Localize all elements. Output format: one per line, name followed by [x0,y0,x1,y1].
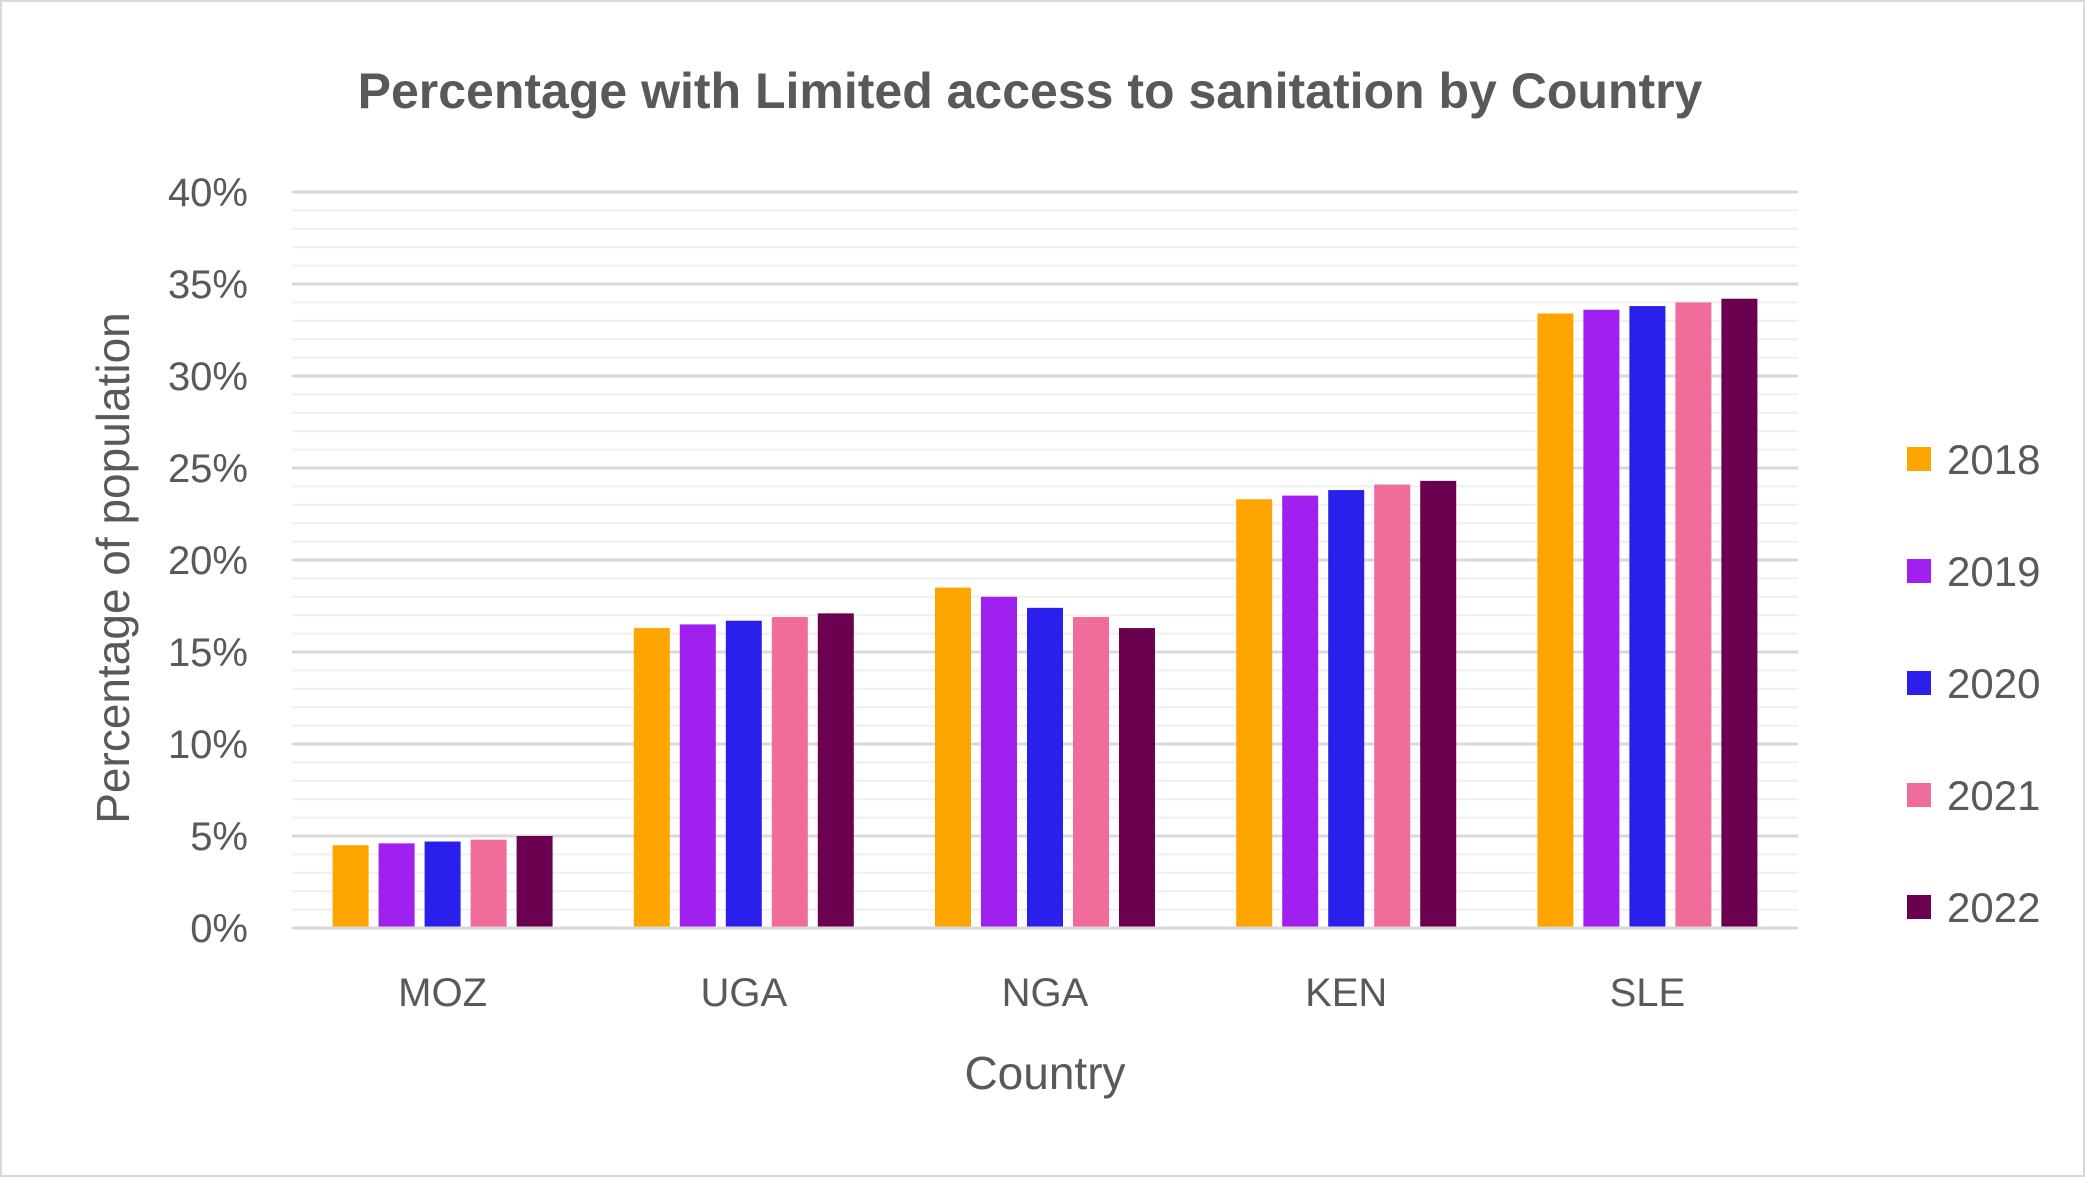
bar-ken-2020 [1328,490,1365,928]
y-tick-label: 10% [168,723,248,767]
y-tick-label: 35% [168,263,248,307]
y-tick-label: 40% [168,171,248,215]
bar-uga-2019 [679,624,716,928]
bar-ken-2022 [1420,480,1457,928]
bar-sle-2022 [1721,298,1758,929]
x-axis-title: Country [964,1047,1125,1099]
bar-ken-2021 [1374,484,1411,928]
y-tick-label: 0% [190,907,248,951]
bar-uga-2020 [725,620,762,928]
y-tick-label: 25% [168,447,248,491]
bar-nga-2019 [981,596,1017,928]
bar-ken-2019 [1282,495,1319,928]
bar-uga-2018 [633,628,670,928]
bar-moz-2021 [470,839,507,928]
bar-nga-2022 [1119,628,1155,928]
legend-swatch-2022 [1907,895,1931,919]
legend-swatch-2018 [1907,447,1931,471]
bars [292,298,1798,930]
bar-uga-2022 [817,613,854,928]
legend-label-2021: 2021 [1947,772,2040,819]
legend-label-2018: 2018 [1947,436,2040,483]
bar-ken-2018 [1236,499,1273,928]
x-axis-tick-labels: MOZ UGA NGA KEN SLE [398,971,1685,1015]
bar-nga-2021 [1073,617,1109,928]
chart-title: Percentage with Limited access to sanita… [358,63,1703,119]
bar-sle-2021 [1675,302,1712,928]
legend-swatch-2020 [1907,671,1931,695]
y-tick-label: 5% [190,815,248,859]
legend: 2018 2019 2020 2021 2022 [1907,436,2040,931]
bar-uga-2021 [771,617,808,928]
y-tick-label: 15% [168,631,248,675]
bar-moz-2019 [378,843,415,928]
x-tick-label: NGA [1002,971,1089,1015]
x-tick-label: SLE [1610,971,1686,1015]
legend-label-2020: 2020 [1947,660,2040,707]
x-tick-label: KEN [1305,971,1387,1015]
bar-moz-2018 [332,845,369,928]
legend-label-2019: 2019 [1947,548,2040,595]
y-tick-label: 20% [168,539,248,583]
bar-sle-2019 [1583,309,1620,928]
x-tick-label: UGA [700,971,787,1015]
legend-swatch-2019 [1907,559,1931,583]
bar-nga-2018 [935,587,971,928]
bar-moz-2022 [516,836,553,928]
y-axis-title: Percentage of population [87,312,139,824]
bar-moz-2020 [424,841,461,928]
y-axis-tick-labels: 0% 5% 10% 15% 20% 25% 30% 35% 40% [168,171,248,951]
bar-nga-2020 [1027,607,1063,928]
legend-swatch-2021 [1907,783,1931,807]
bar-sle-2018 [1537,313,1574,928]
y-tick-label: 30% [168,355,248,399]
legend-label-2022: 2022 [1947,884,2040,931]
x-tick-label: MOZ [398,971,487,1015]
bar-sle-2020 [1629,306,1666,929]
